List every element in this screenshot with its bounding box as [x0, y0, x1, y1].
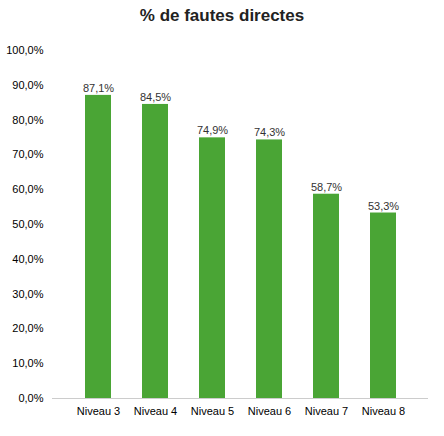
svg-text:60,0%: 60,0%	[12, 183, 43, 195]
svg-text:87,1%: 87,1%	[83, 82, 114, 94]
svg-text:80,0%: 80,0%	[12, 114, 43, 126]
svg-text:Niveau 6: Niveau 6	[248, 405, 291, 417]
svg-text:Niveau 3: Niveau 3	[77, 405, 120, 417]
svg-text:74,9%: 74,9%	[197, 124, 228, 136]
svg-text:10,0%: 10,0%	[12, 357, 43, 369]
svg-text:Niveau 7: Niveau 7	[305, 405, 348, 417]
svg-text:Niveau 5: Niveau 5	[191, 405, 234, 417]
svg-text:40,0%: 40,0%	[12, 253, 43, 265]
html-text:% de fautes directes: % de fautes directes	[139, 6, 305, 25]
svg-text:30,0%: 30,0%	[12, 288, 43, 300]
svg-text:58,7%: 58,7%	[311, 181, 342, 193]
svg-text:74,3%: 74,3%	[254, 126, 285, 138]
svg-text:0,0%: 0,0%	[18, 392, 43, 404]
svg-text:84,5%: 84,5%	[140, 91, 171, 103]
svg-text:70,0%: 70,0%	[12, 148, 43, 160]
svg-text:Niveau 8: Niveau 8	[362, 405, 405, 417]
svg-text:50,0%: 50,0%	[12, 218, 43, 230]
svg-text:100,0%: 100,0%	[6, 44, 44, 56]
svg-text:90,0%: 90,0%	[12, 79, 43, 91]
svg-text:Niveau 4: Niveau 4	[134, 405, 177, 417]
svg-text:20,0%: 20,0%	[12, 322, 43, 334]
svg-text:53,3%: 53,3%	[368, 200, 399, 212]
